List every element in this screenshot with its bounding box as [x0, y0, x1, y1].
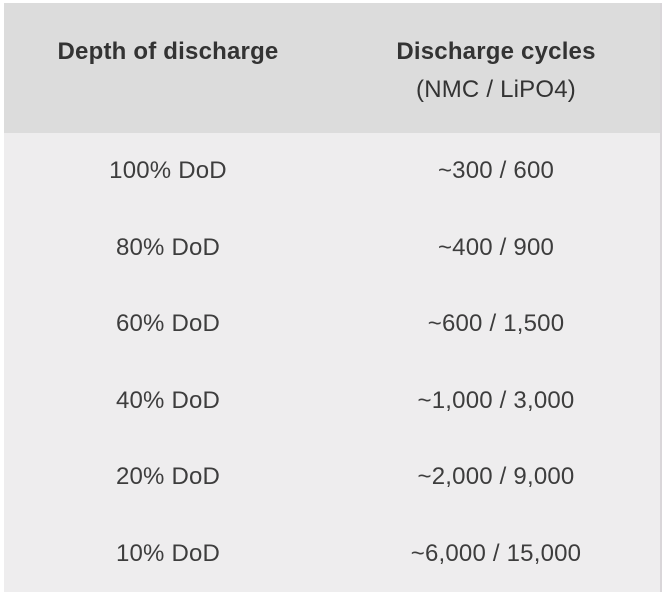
cycles-cell: ~1,000 / 3,000 — [417, 386, 575, 414]
table-row: 100% DoD ~300 / 600 — [4, 133, 660, 210]
header-discharge-cycles: Discharge cycles (NMC / LiPO4) — [332, 3, 660, 133]
header-discharge-cycles-label: Discharge cycles — [396, 38, 596, 65]
dod-cell: 10% DoD — [115, 539, 221, 567]
header-depth-of-discharge: Depth of discharge — [57, 38, 279, 65]
cycles-cell: ~2,000 / 9,000 — [417, 463, 575, 491]
dod-cell: 80% DoD — [115, 233, 221, 261]
cycles-cell: ~6,000 / 15,000 — [410, 539, 582, 567]
dod-cycles-table: Depth of discharge Discharge cycles (NMC… — [4, 3, 662, 592]
cycles-cell: ~400 / 900 — [437, 233, 555, 261]
table-row: 40% DoD ~1,000 / 3,000 — [4, 363, 660, 440]
cycles-cell: ~300 / 600 — [437, 157, 555, 185]
cycles-cell: ~600 / 1,500 — [427, 310, 565, 338]
table-row: 20% DoD ~2,000 / 9,000 — [4, 439, 660, 516]
table-body: 100% DoD ~300 / 600 80% DoD ~400 / 900 6… — [4, 133, 660, 592]
table-header-row: Depth of discharge Discharge cycles (NMC… — [4, 3, 660, 133]
table-row: 80% DoD ~400 / 900 — [4, 210, 660, 287]
dod-cell: 60% DoD — [115, 310, 221, 338]
table-row: 10% DoD ~6,000 / 15,000 — [4, 516, 660, 593]
table-row: 60% DoD ~600 / 1,500 — [4, 286, 660, 363]
dod-cell: 20% DoD — [115, 463, 221, 491]
dod-cell: 40% DoD — [115, 386, 221, 414]
dod-cell: 100% DoD — [109, 157, 227, 185]
header-chemistry-sublabel: (NMC / LiPO4) — [416, 76, 576, 103]
